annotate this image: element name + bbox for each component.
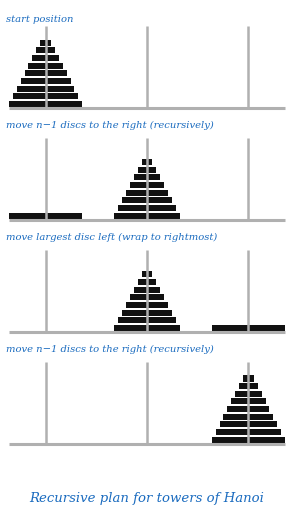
Bar [9, 213, 82, 219]
Bar [142, 159, 152, 165]
Bar [138, 279, 156, 285]
Bar [9, 101, 82, 107]
Bar [223, 414, 273, 419]
Bar [228, 406, 270, 412]
Bar [17, 85, 74, 92]
Bar [118, 317, 176, 323]
Bar [216, 429, 281, 435]
Bar [243, 375, 254, 382]
Bar [212, 436, 285, 443]
Bar [142, 271, 152, 277]
Text: move largest disc left (wrap to rightmost): move largest disc left (wrap to rightmos… [6, 233, 217, 242]
Bar [126, 302, 168, 308]
Bar [220, 422, 277, 427]
Bar [118, 205, 176, 211]
Bar [40, 40, 51, 46]
Bar [126, 190, 168, 196]
Bar [235, 391, 262, 397]
Bar [130, 294, 164, 300]
Text: move n−1 discs to the right (recursively): move n−1 discs to the right (recursively… [6, 121, 214, 130]
Bar [36, 47, 55, 53]
Bar [114, 213, 180, 219]
Bar [122, 198, 172, 203]
Bar [13, 93, 78, 99]
Bar [122, 309, 172, 316]
Bar [239, 383, 258, 389]
Bar [32, 55, 59, 61]
Bar [212, 325, 285, 331]
Bar [134, 174, 160, 180]
Bar [138, 167, 156, 173]
Text: move n−1 discs to the right (recursively): move n−1 discs to the right (recursively… [6, 345, 214, 354]
Bar [29, 63, 63, 69]
Bar [130, 182, 164, 188]
Bar [134, 287, 160, 293]
Bar [21, 78, 71, 84]
Text: Recursive plan for towers of Hanoi: Recursive plan for towers of Hanoi [30, 492, 264, 504]
Bar [231, 398, 265, 405]
Bar [25, 71, 66, 76]
Text: start position: start position [6, 15, 74, 24]
Bar [114, 325, 180, 331]
